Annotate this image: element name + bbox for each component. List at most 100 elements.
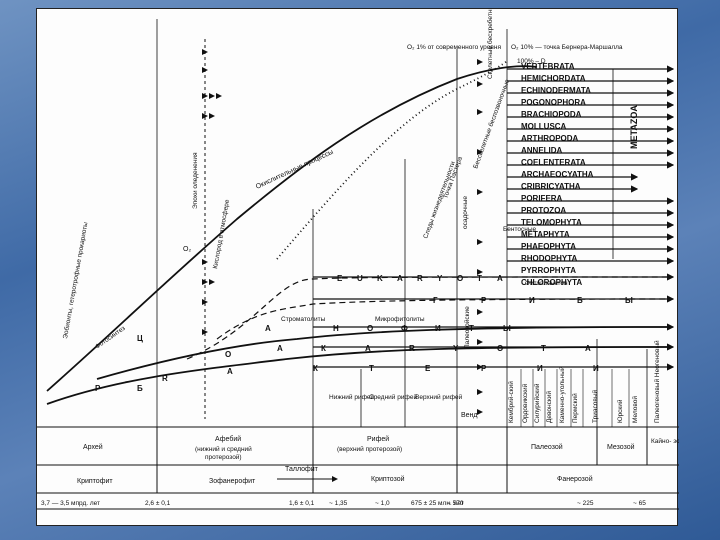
prokaryota-letter: А xyxy=(277,344,283,353)
nonskeletal-label: Бесскелетные беспозвоночные xyxy=(471,78,511,170)
animals-letter: Ф xyxy=(401,324,408,333)
taxon-label: MOLLUSCA xyxy=(521,122,567,131)
riphean-upper: Верхний рифей xyxy=(415,393,463,401)
skeletal-label: Скелетные бесхребетные xyxy=(486,9,494,79)
riphean-note: (верхний протерозой) xyxy=(337,445,402,453)
period-labels: Кембрий-ский Ордовикский Силурийский Девонс… xyxy=(507,340,661,423)
left-letter-5: О xyxy=(225,350,231,359)
glaciation-markers xyxy=(202,49,483,415)
glaciation-label: Эпохи оледенения xyxy=(192,152,199,209)
taxon-label: COELENTERATA xyxy=(521,158,586,167)
mesozoic-label: Мезозой xyxy=(607,443,635,451)
period-label: Палеогеновый Неогеновый xyxy=(653,340,661,423)
photosynthesis-curve xyxy=(96,326,668,380)
era-dividers xyxy=(156,19,648,427)
time-axis: 3,7 — 3,5 мпрд. лет 2,6 ± 0,1 1,6 ± 0,1 ~ 1… xyxy=(41,500,646,507)
paleozoic-vertical-label: Палеозойские xyxy=(463,306,471,349)
left-letter-1: Ц xyxy=(137,334,143,343)
letter-rows: E U K A R Y O T A Г Р И Б Ы Н О Ф И Т Ы А К А R Y O Т А К Т Е Р И И xyxy=(277,274,633,373)
prokaryota-letter: R xyxy=(409,344,415,353)
riphean-label: Рифей xyxy=(367,435,389,443)
oxidation-curve xyxy=(46,65,538,392)
riphean-middle: Средний рифей xyxy=(369,393,417,401)
prokaryota-letter: К xyxy=(321,344,326,353)
period-label: Силурийский xyxy=(533,383,541,423)
metazoa-label: METAZOA xyxy=(629,105,639,149)
fungi-letter: Г xyxy=(433,296,438,305)
taxon-label: PHAEOPHYTA xyxy=(521,242,576,251)
photosynthesis-label: Фотосинтез xyxy=(94,325,127,351)
eukaryota-letter: T xyxy=(477,274,482,283)
period-label: Меловой xyxy=(631,396,639,423)
vend-label: Венд xyxy=(461,412,478,419)
sedimentation-label: осадочные xyxy=(462,196,469,229)
heterotrophs-label: Эобионты, гетеротрофные прокариоты xyxy=(61,221,89,339)
animals-letter: И xyxy=(435,324,441,333)
evolution-diagram: O₂ 1% от современного уровня O₂ 10% — то… xyxy=(37,9,679,510)
taxa-list: VERTEBRATA HEMICHORDATA ECHINODERMATA POGON… xyxy=(521,62,594,287)
thallophyte-label: Таллофит xyxy=(285,466,319,473)
period-label: Пермский xyxy=(571,393,579,423)
aphebian-label: Афебий xyxy=(215,435,241,443)
benthos-label: Бентосные xyxy=(503,226,537,233)
taxon-label: ECHINODERMATA xyxy=(521,86,591,95)
period-dividers xyxy=(520,369,630,427)
prokaryota2-letter: Т xyxy=(369,364,374,373)
taxon-label: CRIBRICYATHA xyxy=(521,182,581,191)
taxon-label: ARTHROPODA xyxy=(521,134,579,143)
eukaryota-letter: K xyxy=(377,274,383,283)
prokaryota2-letter: И xyxy=(537,364,543,373)
period-label: Юрский xyxy=(616,399,624,423)
period-label: Девонский xyxy=(545,391,553,423)
fungi-letter: Б xyxy=(577,296,583,305)
cryptophyte-label: Криптофит xyxy=(77,478,113,485)
period-label: Каменно-угольный xyxy=(558,366,566,423)
cryptozoic-label: Криптозой xyxy=(371,475,405,483)
o2-one-percent-label: O₂ 1% от современного уровня xyxy=(407,44,501,51)
taxon-label: VERTEBRATA xyxy=(521,62,575,71)
time-tick: 1,6 ± 0,1 xyxy=(289,500,315,507)
eukaryota-letter: A xyxy=(397,274,403,283)
taxon-label: CHLOROPHYTA xyxy=(521,278,582,287)
aphebian-note-1: (нижний и средний xyxy=(195,445,252,453)
oxidation-label: Окислительные процессы xyxy=(255,149,335,191)
animals-letter: Н xyxy=(333,324,339,333)
left-letter-3: Р xyxy=(95,384,101,393)
eukaryota-letter: A xyxy=(497,274,503,283)
paleozoic-label: Палеозой xyxy=(531,443,563,451)
prokaryota2-letter: К xyxy=(313,364,318,373)
prokaryota-letter: O xyxy=(497,344,503,353)
oxygen-label: Кислород в атмосфере xyxy=(212,199,231,270)
taxon-label: HEMICHORDATA xyxy=(521,74,586,83)
fungi-letter: Ы xyxy=(625,296,633,305)
taxon-label: POGONOPHORA xyxy=(521,98,586,107)
cenozoic-label: Кайно- зой xyxy=(651,437,679,445)
o2-curve-label: O₂ xyxy=(183,246,191,253)
eukaryota-letter: R xyxy=(417,274,423,283)
prokaryota-letter: А xyxy=(365,344,371,353)
fungi-letter: И xyxy=(529,296,535,305)
period-label: Кембрий-ский xyxy=(507,381,515,423)
taxon-label: ANNELIDA xyxy=(521,146,563,155)
animals-letter: Т xyxy=(469,324,474,333)
eukaryota-letter: U xyxy=(357,274,363,283)
taxon-label: RHODOPHYTA xyxy=(521,254,578,263)
taxon-label: BRACHIOPODA xyxy=(521,110,582,119)
eukaryota-letter: O xyxy=(457,274,463,283)
time-tick: ~ 225 xyxy=(577,500,594,507)
eukaryota-letter: E xyxy=(337,274,343,283)
eukaryota-letter: Y xyxy=(437,274,443,283)
time-tick: 3,7 — 3,5 мпрд. лет xyxy=(41,500,100,507)
taxon-label: PROTOZOA xyxy=(521,206,566,215)
prokaryota-letter: Т xyxy=(541,344,546,353)
animals-letter: Ы xyxy=(503,324,511,333)
o2-ten-percent-label: O₂ 10% — точка Бернера-Маршалла xyxy=(511,44,623,51)
phanerozoic-label: Фанерозой xyxy=(557,475,593,483)
hundred-percent-label: 100% – D xyxy=(517,58,546,65)
zoophanerophyte-label: Зофанерофит xyxy=(209,478,256,485)
phytoplankton-label: Фитопланктон xyxy=(525,280,568,287)
taxa-arrows xyxy=(313,65,675,371)
time-tick: 2,6 ± 0,1 xyxy=(145,500,171,507)
time-tick: ~ 1,0 xyxy=(375,500,390,507)
period-label: Ордовикский xyxy=(521,383,529,423)
